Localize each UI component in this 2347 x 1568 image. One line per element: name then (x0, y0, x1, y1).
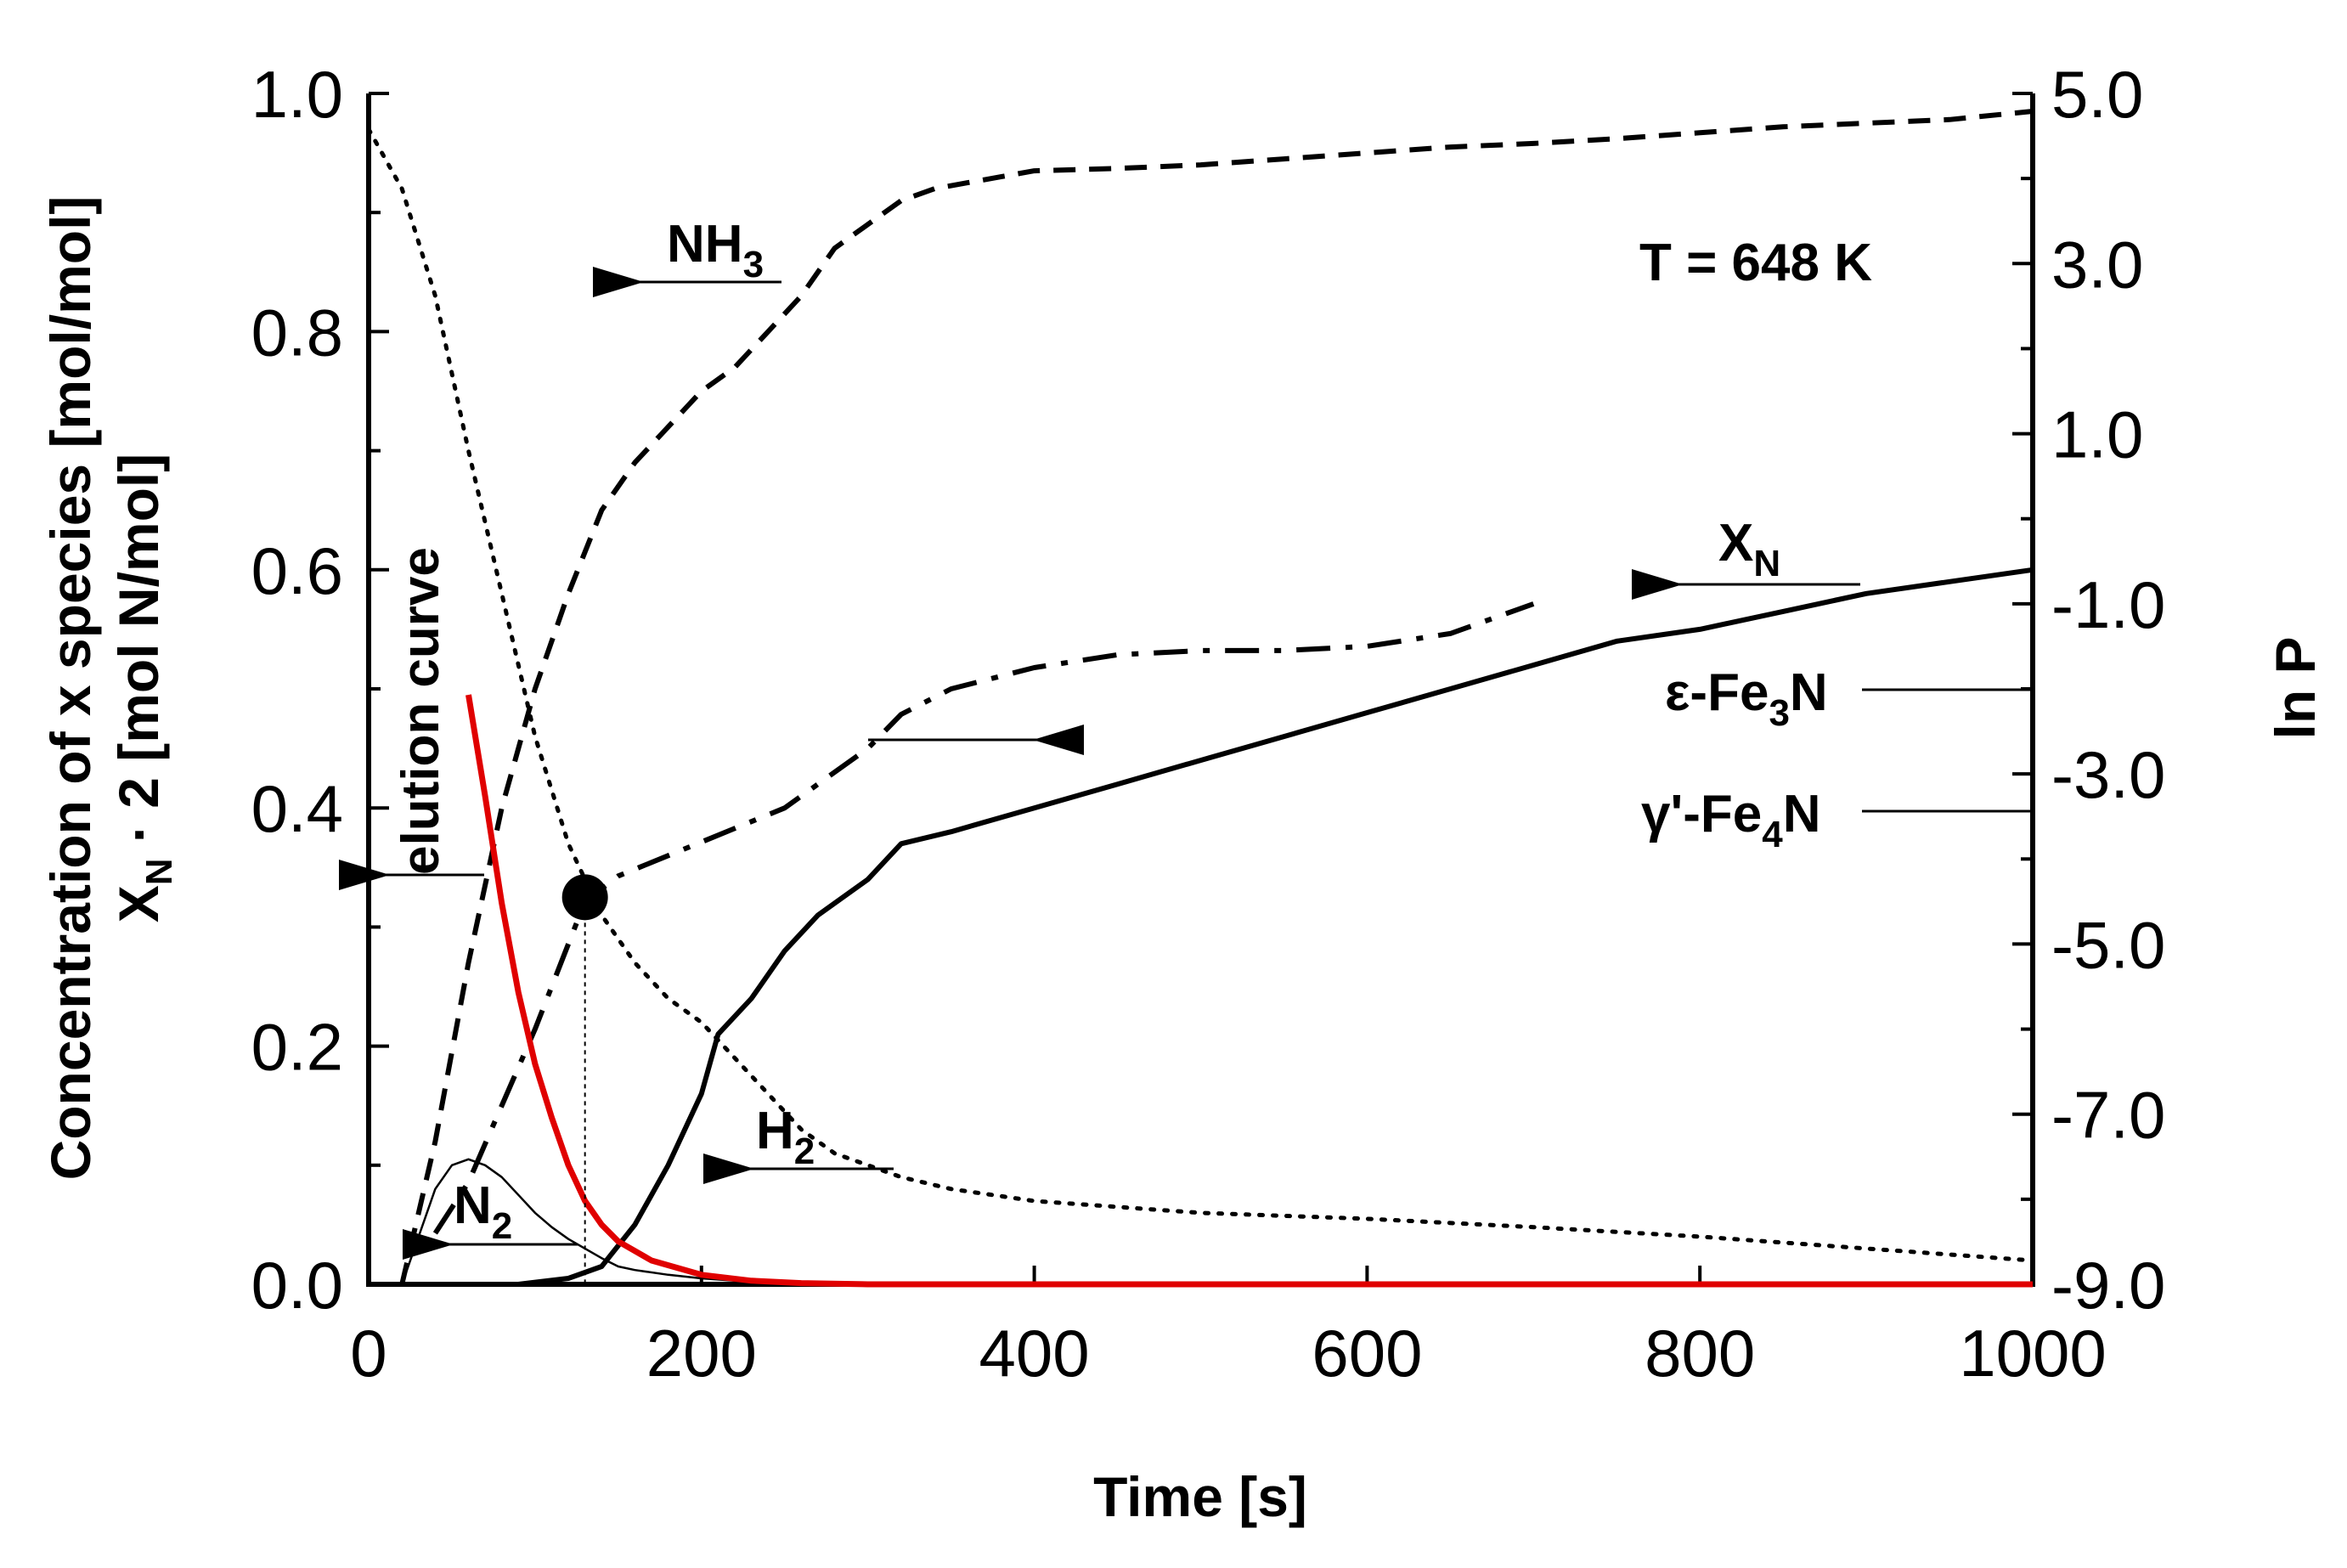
n2-label: N2 (454, 1176, 512, 1247)
right-y-axis-title: ln P (2264, 636, 2327, 739)
left-y-tick-label: 0.6 (251, 533, 343, 608)
right-y-ticks: -9.0 -7.0 -5.0 -3.0 -1.0 1.0 3.0 5.0 (2012, 57, 2165, 1323)
xn-label: XN (1718, 514, 1780, 584)
h2-label: H2 (756, 1102, 815, 1172)
left-y-axis-title-2: XN · 2 [mol N/mol] (107, 454, 180, 922)
temperature-label: T = 648 K (1639, 234, 1872, 292)
right-y-tick-label: -3.0 (2051, 737, 2165, 812)
gamma-fe4n-label: γ'-Fe4N (1641, 785, 1821, 855)
intersection-marker (561, 874, 608, 921)
elution-curve-label: elution curve (392, 547, 450, 875)
series-xn (369, 567, 2034, 1287)
series-elution-curve (465, 694, 2033, 1288)
left-y-axis-title-1: Concentration of x species [mol/mol] (39, 196, 102, 1181)
series-nh3 (399, 109, 2034, 1285)
x-tick-label: 800 (1645, 1316, 1755, 1390)
left-y-ticks: 0.0 0.2 0.4 0.6 0.8 1.0 (251, 57, 389, 1323)
left-y-tick-label: 0.4 (251, 771, 343, 846)
left-y-tick-label: 1.0 (251, 57, 343, 132)
series-layer (366, 109, 2035, 1288)
right-y-tick-label: -1.0 (2051, 567, 2165, 642)
series-n2 (401, 1158, 2033, 1286)
series-h2 (366, 127, 2035, 1263)
x-tick-label: 200 (646, 1316, 757, 1390)
right-y-tick-label: -5.0 (2051, 907, 2165, 982)
left-y-tick-label: 0.0 (251, 1248, 343, 1323)
epsilon-fe3n-label: ε-Fe3N (1665, 663, 1828, 734)
right-y-tick-label: 3.0 (2051, 227, 2143, 302)
series-ln-p (432, 601, 1535, 1235)
x-ticks: 0 200 400 600 800 1000 (350, 1266, 2107, 1390)
x-tick-label: 400 (979, 1316, 1090, 1390)
right-y-tick-label: 1.0 (2051, 398, 2143, 472)
right-y-tick-label: 5.0 (2051, 57, 2143, 132)
right-y-tick-label: -9.0 (2051, 1248, 2165, 1323)
x-tick-label: 0 (350, 1316, 386, 1390)
x-axis-title: Time [s] (1093, 1465, 1307, 1528)
nh3-label: NH3 (667, 215, 764, 285)
x-tick-label: 1000 (1959, 1316, 2107, 1390)
left-y-tick-label: 0.2 (251, 1010, 343, 1085)
annotation-arrows (339, 267, 2033, 1260)
x-tick-label: 600 (1312, 1316, 1422, 1390)
left-y-tick-label: 0.8 (251, 295, 343, 369)
right-y-tick-label: -7.0 (2051, 1078, 2165, 1153)
